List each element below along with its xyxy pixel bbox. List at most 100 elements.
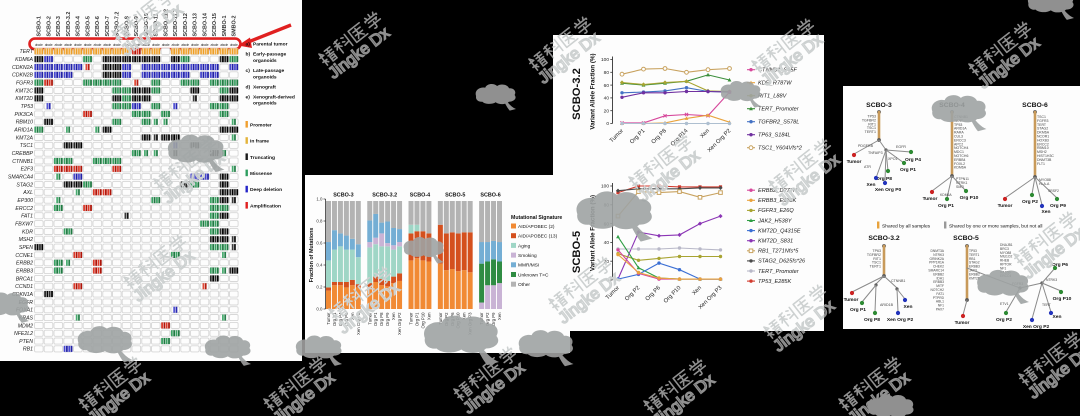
svg-text:Xen: Xen [426, 312, 431, 320]
svg-text:0: 0 [606, 121, 609, 127]
svg-text:DNMT3A: DNMT3A [930, 249, 944, 253]
svg-text:RIT1: RIT1 [868, 122, 876, 126]
svg-text:FLT1: FLT1 [1037, 162, 1045, 166]
svg-text:FGFR3: FGFR3 [1037, 119, 1049, 123]
svg-text:Xen: Xen [1053, 314, 1062, 320]
svg-text:Xen: Xen [867, 182, 876, 188]
svg-text:EP300: EP300 [17, 198, 33, 204]
svg-text:Org P10: Org P10 [420, 312, 425, 329]
svg-text:MSH2: MSH2 [1037, 150, 1047, 154]
svg-text:TERT: TERT [1037, 123, 1047, 127]
svg-text:Promoter: Promoter [250, 122, 272, 128]
svg-text:SPEN: SPEN [19, 245, 33, 251]
svg-text:AID/APOBEC (2): AID/APOBEC (2) [518, 224, 555, 230]
svg-text:ERBB2: ERBB2 [969, 272, 980, 276]
svg-text:Xen: Xen [462, 312, 467, 320]
svg-text:Org P9: Org P9 [491, 312, 496, 326]
svg-text:Xen: Xen [691, 285, 703, 297]
svg-text:e): e) [246, 94, 251, 100]
svg-text:CDKN2A: CDKN2A [12, 65, 34, 71]
svg-text:PPP1R1A: PPP1R1A [929, 261, 945, 265]
svg-text:abcde: abcde [220, 43, 228, 47]
svg-text:CTNNB1: CTNNB1 [891, 279, 905, 283]
svg-text:abcde: abcde [172, 43, 180, 47]
svg-text:RBM10: RBM10 [16, 120, 33, 126]
svg-text:TP53: TP53 [954, 123, 962, 127]
svg-text:SCBO-5: SCBO-5 [571, 231, 583, 273]
svg-text:SCBO-3: SCBO-3 [866, 102, 892, 109]
svg-text:80: 80 [604, 70, 610, 76]
svg-text:c): c) [246, 68, 251, 74]
svg-text:EGFR: EGFR [896, 145, 906, 149]
svg-text:SCBO-6: SCBO-6 [95, 16, 101, 36]
svg-text:NTRK3: NTRK3 [1046, 278, 1057, 282]
svg-text:KMT2D: KMT2D [969, 276, 981, 280]
svg-text:CHEK2: CHEK2 [933, 265, 944, 269]
svg-text:SCBO-6: SCBO-6 [1022, 102, 1048, 109]
svg-text:TERT_Promoter: TERT_Promoter [758, 107, 800, 113]
svg-text:ERCC2: ERCC2 [15, 206, 33, 212]
svg-text:SCBO-4: SCBO-4 [410, 193, 430, 199]
svg-text:Org P8: Org P8 [864, 317, 880, 323]
svg-text:abcde: abcde [211, 43, 219, 47]
svg-text:PTPRD: PTPRD [933, 296, 945, 300]
svg-text:E2F3: E2F3 [21, 167, 34, 173]
svg-text:TGFBR2: TGFBR2 [867, 253, 881, 257]
svg-text:KDR: KDR [22, 229, 33, 235]
svg-text:HOXB3: HOXB3 [1037, 138, 1049, 142]
svg-text:ERBB3: ERBB3 [969, 265, 980, 269]
svg-text:KDM6A: KDM6A [940, 193, 952, 197]
svg-text:KMT2C: KMT2C [15, 88, 33, 94]
svg-text:ERBB3: ERBB3 [16, 268, 33, 274]
svg-text:ERBB3: ERBB3 [933, 280, 944, 284]
svg-text:SCBO-4: SCBO-4 [76, 16, 82, 36]
svg-text:SCBO-3.2: SCBO-3.2 [868, 235, 900, 242]
svg-text:DNMT3B: DNMT3B [1037, 158, 1052, 162]
svg-text:NTRK3: NTRK3 [933, 253, 944, 257]
svg-text:PTPN11: PTPN11 [956, 177, 969, 181]
svg-text:STAG2: STAG2 [16, 182, 33, 188]
svg-text:Deep deletion: Deep deletion [250, 187, 282, 193]
svg-text:Tumor: Tumor [998, 203, 1013, 209]
svg-text:ABL1: ABL1 [936, 300, 944, 304]
svg-text:ERBB2_D277N: ERBB2_D277N [758, 188, 798, 194]
svg-text:TP53: TP53 [21, 104, 34, 110]
svg-text:abcde: abcde [35, 43, 43, 47]
svg-text:Smoking: Smoking [518, 253, 537, 259]
svg-text:SCBO-7: SCBO-7 [105, 16, 111, 36]
svg-text:Org P2: Org P2 [996, 317, 1012, 323]
svg-text:MYO88: MYO88 [1039, 178, 1051, 182]
svg-text:NOTCH6: NOTCH6 [954, 154, 968, 158]
svg-text:FBXW7: FBXW7 [15, 221, 34, 227]
svg-text:abcde: abcde [181, 43, 189, 47]
svg-text:Org P1: Org P1 [373, 312, 378, 326]
svg-text:In frame: In frame [250, 139, 269, 145]
svg-text:Tumor: Tumor [847, 159, 862, 165]
svg-text:Missense: Missense [250, 171, 272, 177]
svg-text:Org P1: Org P1 [414, 312, 419, 326]
svg-text:Org P2: Org P2 [485, 312, 490, 326]
svg-text:NOTCH2: NOTCH2 [930, 288, 944, 292]
svg-text:abcde: abcde [94, 43, 102, 47]
svg-text:ETV1: ETV1 [1000, 302, 1009, 306]
svg-text:TSC1: TSC1 [1037, 115, 1046, 119]
svg-text:Other: Other [518, 282, 530, 288]
svg-text:MMR/MSI: MMR/MSI [518, 263, 539, 269]
svg-text:Tumor: Tumor [438, 312, 443, 325]
svg-text:Org P6: Org P6 [1052, 262, 1068, 268]
svg-text:MIU1O2: MIU1O2 [1000, 255, 1012, 259]
svg-text:Org P4: Org P4 [905, 157, 921, 163]
svg-text:Amplification: Amplification [250, 203, 281, 209]
svg-text:organoids: organoids [253, 58, 277, 64]
svg-text:Aging: Aging [518, 243, 531, 249]
svg-text:Xenograft-derived: Xenograft-derived [253, 94, 295, 100]
svg-text:STAG2_D625fs*26: STAG2_D625fs*26 [758, 259, 806, 265]
svg-text:PIK3CA: PIK3CA [15, 112, 34, 118]
svg-text:Xen: Xen [699, 128, 711, 140]
svg-text:Shared by one or more samples,: Shared by one or more samples, but not a… [949, 224, 1043, 230]
svg-text:Xen Org P0: Xen Org P0 [875, 187, 902, 193]
svg-text:CREBBP: CREBBP [12, 151, 34, 157]
svg-text:Parental tumor: Parental tumor [253, 42, 288, 48]
svg-text:MDM2: MDM2 [18, 323, 33, 329]
svg-text:Xen: Xen [497, 312, 502, 320]
